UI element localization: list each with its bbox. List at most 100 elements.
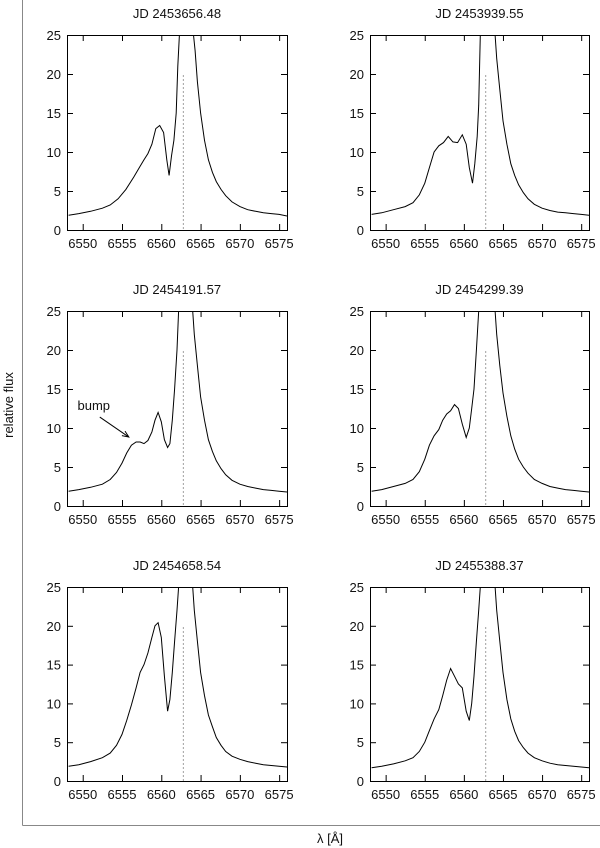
x-tick-label: 6550: [68, 236, 97, 251]
y-tick-label: 15: [350, 658, 364, 673]
x-tick-label: 6575: [567, 236, 596, 251]
panel-title: JD 2454658.54: [133, 558, 221, 573]
y-tick-label: 25: [350, 28, 364, 43]
x-tick-label: 6560: [449, 787, 478, 802]
y-tick-label: 25: [47, 580, 61, 595]
x-tick-label: 6550: [371, 512, 400, 527]
y-axis-label: relative flux: [1, 372, 16, 438]
panel-title: JD 2454191.57: [133, 282, 221, 297]
x-tick-label: 6570: [225, 512, 254, 527]
x-tick-label: 6575: [265, 787, 294, 802]
x-tick-label: 6565: [489, 512, 518, 527]
spectrum-line: [371, 35, 589, 216]
y-tick-label: 5: [357, 184, 364, 199]
y-tick-label: 10: [350, 696, 364, 711]
panel-title: JD 2453656.48: [133, 6, 221, 21]
x-tick-label: 6560: [449, 512, 478, 527]
x-tick-label: 6555: [108, 787, 137, 802]
y-tick-label: 15: [47, 658, 61, 673]
x-tick-label: 6575: [265, 236, 294, 251]
x-tick-label: 6565: [489, 236, 518, 251]
x-tick-label: 6550: [68, 787, 97, 802]
plot-frame: [67, 587, 288, 782]
x-axis-label: λ [Å]: [317, 831, 343, 846]
x-tick-label: 6555: [108, 236, 137, 251]
plot-frame: [67, 311, 288, 507]
x-tick-label: 6555: [410, 236, 439, 251]
plot-frame: [370, 311, 590, 507]
y-tick-label: 20: [350, 619, 364, 634]
y-tick-label: 0: [357, 223, 364, 238]
x-tick-label: 6575: [567, 787, 596, 802]
x-tick-label: 6570: [225, 787, 254, 802]
y-tick-label: 0: [54, 774, 61, 789]
x-tick-label: 6550: [68, 512, 97, 527]
spectrum-panel-3: JD 2454191.57 0 5 10 15 20 25 6550 6555 6560 6565 6…: [47, 282, 294, 527]
y-tick-label: 15: [350, 106, 364, 121]
x-tick-label: 6575: [265, 512, 294, 527]
y-tick-label: 10: [47, 145, 61, 160]
y-tick-label: 25: [350, 580, 364, 595]
spectrum-panel-1: JD 2453656.48 0 5 10 15 20 25 6550 6555 6560 6565 6…: [47, 6, 294, 251]
spectrum-line: [371, 587, 589, 769]
spectrum-panel-6: JD 2455388.37 0 5 10 15 20 25 6550 6555 6560 6565 6…: [350, 558, 596, 802]
x-tick-label: 6550: [371, 236, 400, 251]
x-tick-label: 6550: [371, 787, 400, 802]
y-tick-label: 15: [47, 106, 61, 121]
x-tick-label: 6560: [449, 236, 478, 251]
y-tick-label: 10: [350, 145, 364, 160]
spectrum-line: [68, 35, 287, 217]
panels-group: JD 2453656.48 0 5 10 15 20 25 6550 6555 6560 6565 6…: [47, 6, 596, 802]
x-tick-label: 6560: [147, 787, 176, 802]
y-tick-label: 20: [47, 67, 61, 82]
x-tick-label: 6555: [108, 512, 137, 527]
annotation-arrow: [99, 416, 130, 438]
y-tick-label: 20: [350, 343, 364, 358]
plot-frame: [370, 587, 590, 782]
y-tick-label: 0: [357, 774, 364, 789]
annotation-arrowhead: [121, 430, 130, 438]
y-tick-label: 10: [47, 696, 61, 711]
spectrum-panel-2: JD 2453939.55 0 5 10 15 20 25 6550 6555 6560 6565 6…: [350, 6, 596, 251]
y-tick-label: 5: [357, 735, 364, 750]
y-tick-label: 25: [47, 28, 61, 43]
x-tick-label: 6565: [186, 236, 215, 251]
y-tick-label: 25: [350, 304, 364, 319]
x-tick-label: 6560: [147, 236, 176, 251]
spectrum-panel-5: JD 2454658.54 0 5 10 15 20 25 6550 6555 6560 6565 6…: [47, 558, 294, 802]
y-tick-label: 0: [54, 223, 61, 238]
y-tick-label: 5: [54, 460, 61, 475]
y-tick-label: 20: [47, 619, 61, 634]
y-tick-label: 0: [54, 499, 61, 514]
y-tick-label: 15: [350, 382, 364, 397]
y-tick-label: 20: [47, 343, 61, 358]
x-tick-label: 6555: [410, 512, 439, 527]
y-tick-label: 15: [47, 382, 61, 397]
y-tick-label: 25: [47, 304, 61, 319]
x-tick-label: 6565: [489, 787, 518, 802]
spectrum-line: [371, 311, 589, 493]
bump-annotation: bump: [78, 398, 111, 413]
y-tick-label: 10: [350, 421, 364, 436]
panel-title: JD 2454299.39: [435, 282, 523, 297]
x-tick-label: 6555: [410, 787, 439, 802]
x-tick-label: 6570: [528, 512, 557, 527]
panel-title: JD 2453939.55: [435, 6, 523, 21]
x-tick-label: 6575: [567, 512, 596, 527]
x-tick-label: 6570: [528, 236, 557, 251]
x-tick-label: 6570: [225, 236, 254, 251]
spectrum-line: [68, 587, 287, 768]
x-tick-label: 6570: [528, 787, 557, 802]
x-tick-label: 6565: [186, 512, 215, 527]
plot-frame: [370, 35, 590, 231]
x-tick-label: 6565: [186, 787, 215, 802]
y-tick-label: 0: [357, 499, 364, 514]
spectrum-panel-4: JD 2454299.39 0 5 10 15 20 25 6550 6555 6560 6565 6…: [350, 282, 596, 527]
y-tick-label: 5: [357, 460, 364, 475]
y-tick-label: 5: [54, 184, 61, 199]
panel-title: JD 2455388.37: [435, 558, 523, 573]
y-tick-label: 20: [350, 67, 364, 82]
y-tick-label: 5: [54, 735, 61, 750]
y-tick-label: 10: [47, 421, 61, 436]
